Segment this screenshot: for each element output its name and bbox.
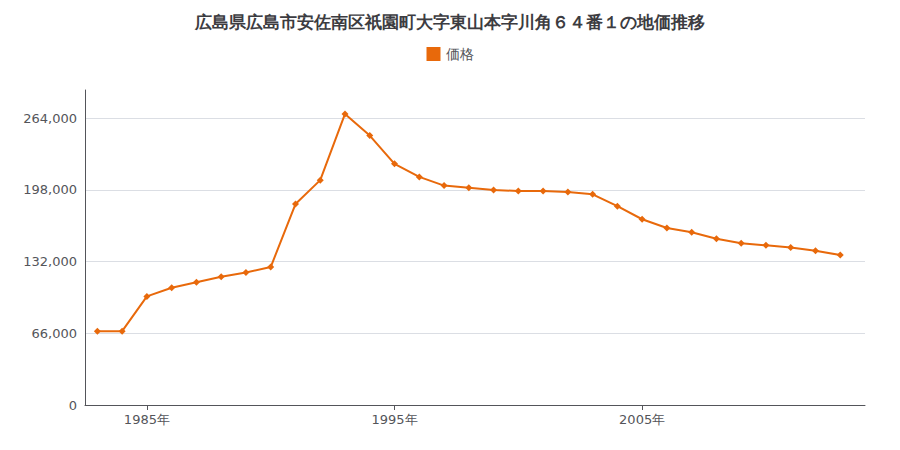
svg-text:1985年: 1985年 <box>124 412 170 427</box>
svg-text:66,000: 66,000 <box>32 326 78 341</box>
svg-text:1995年: 1995年 <box>371 412 417 427</box>
svg-text:2005年: 2005年 <box>619 412 665 427</box>
svg-text:価格: 価格 <box>446 46 474 62</box>
svg-text:198,000: 198,000 <box>23 182 77 197</box>
svg-text:0: 0 <box>69 398 77 413</box>
svg-text:広島県広島市安佐南区祇園町大字東山本字川角６４番１の地価推移: 広島県広島市安佐南区祇園町大字東山本字川角６４番１の地価推移 <box>194 12 705 32</box>
svg-text:264,000: 264,000 <box>23 111 77 126</box>
svg-text:132,000: 132,000 <box>23 254 77 269</box>
